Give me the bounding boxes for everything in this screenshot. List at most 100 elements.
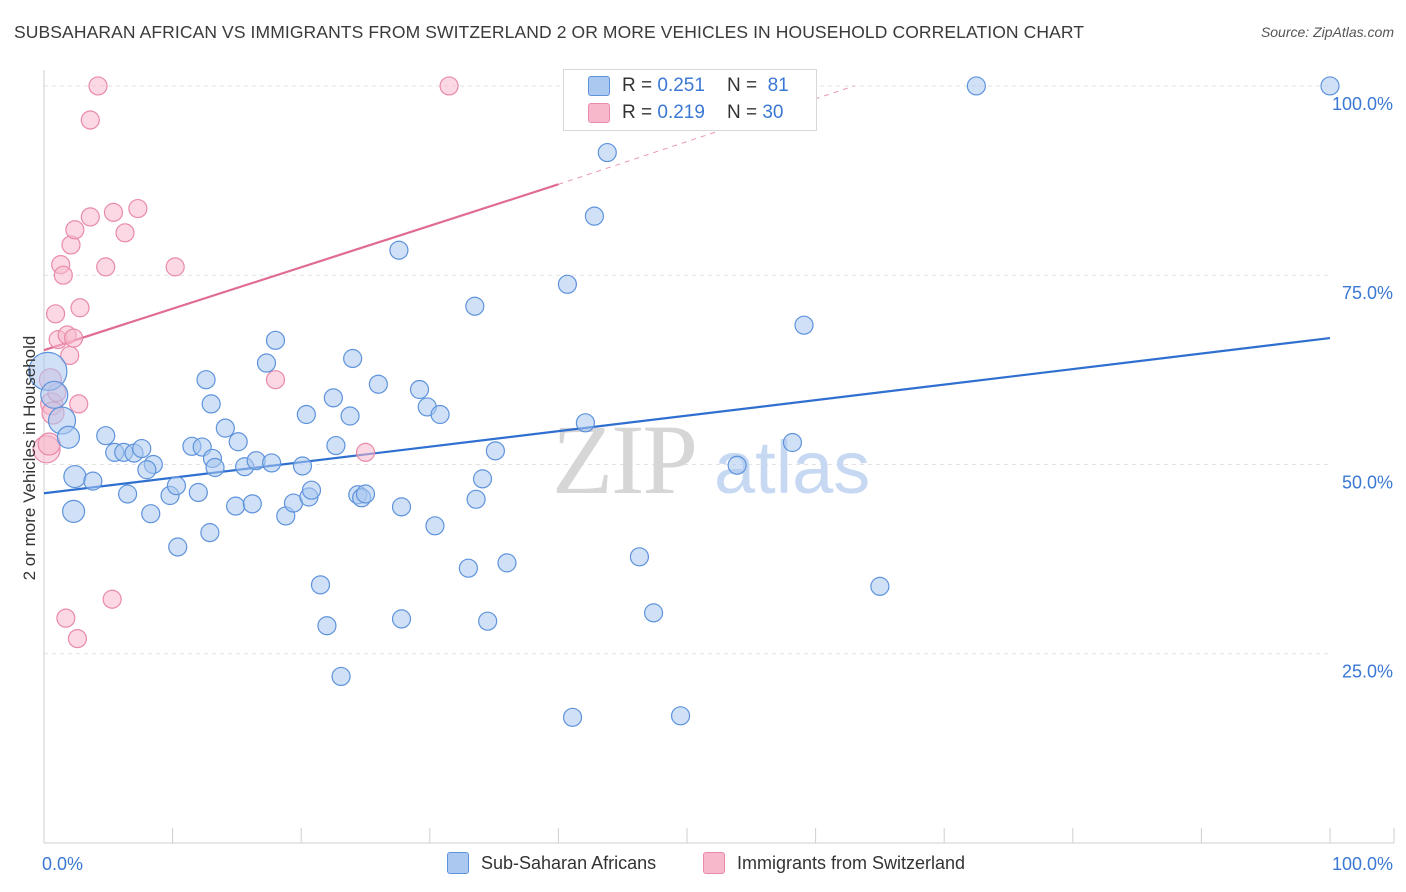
- point-sub-saharan: [292, 456, 313, 476]
- source-note: Source: ZipAtlas.com: [1260, 24, 1394, 40]
- point-sub-saharan: [355, 484, 376, 504]
- point-switzerland: [103, 202, 124, 222]
- pink-swatch: [703, 852, 725, 874]
- point-sub-saharan: [317, 616, 337, 636]
- point-sub-saharan: [597, 142, 617, 163]
- point-switzerland: [128, 198, 148, 219]
- point-sub-saharan: [166, 476, 187, 496]
- point-sub-saharan: [323, 388, 343, 408]
- point-switzerland: [56, 608, 76, 628]
- legend-label: Sub-Saharan Africans: [481, 852, 657, 873]
- point-sub-saharan: [465, 296, 485, 316]
- stats-row-blue: R = 0.251 N = 81: [588, 74, 789, 98]
- point-switzerland: [69, 394, 89, 414]
- r-value: 0.251: [657, 75, 705, 96]
- point-sub-saharan: [340, 406, 360, 426]
- pink-swatch: [588, 103, 610, 123]
- point-switzerland: [45, 304, 66, 324]
- legend-item-sub-saharan[interactable]: Sub-Saharan Africans: [447, 852, 656, 874]
- n-value: 81: [767, 75, 789, 96]
- point-sub-saharan: [670, 706, 691, 726]
- point-sub-saharan: [557, 274, 578, 294]
- point-sub-saharan: [141, 504, 161, 524]
- point-switzerland: [439, 76, 459, 96]
- point-sub-saharan: [629, 547, 650, 567]
- trend-line-switzerland: [43, 183, 559, 352]
- data-points: [28, 76, 1340, 727]
- r-value: 0.219: [657, 102, 705, 123]
- point-sub-saharan: [296, 404, 316, 425]
- point-switzerland: [115, 223, 135, 243]
- point-sub-saharan: [242, 494, 262, 514]
- point-sub-saharan: [137, 460, 157, 480]
- y-tick-label: 50.0%: [1342, 472, 1393, 492]
- point-switzerland: [355, 442, 376, 462]
- point-sub-saharan: [56, 425, 81, 449]
- stats-row-pink: R = 0.219 N = 30: [588, 101, 783, 125]
- point-switzerland: [80, 207, 100, 227]
- blue-swatch: [447, 852, 469, 874]
- trend-line-switzerland-extension: [558, 85, 855, 185]
- point-sub-saharan: [310, 575, 331, 595]
- y-tick-label: 75.0%: [1342, 283, 1393, 303]
- point-switzerland: [53, 265, 73, 285]
- point-sub-saharan: [96, 426, 116, 446]
- point-sub-saharan: [472, 469, 493, 489]
- x-tick-label: 100.0%: [1332, 854, 1393, 874]
- point-sub-saharan: [1320, 76, 1340, 96]
- point-sub-saharan: [870, 576, 890, 596]
- point-sub-saharan: [301, 480, 322, 500]
- point-switzerland: [65, 220, 85, 240]
- watermark: ZIP atlas: [552, 404, 870, 515]
- point-switzerland: [102, 589, 122, 609]
- point-sub-saharan: [643, 603, 664, 623]
- point-sub-saharan: [575, 413, 596, 433]
- point-sub-saharan: [343, 348, 363, 369]
- point-sub-saharan: [478, 611, 498, 631]
- point-switzerland: [63, 328, 84, 348]
- point-sub-saharan: [265, 330, 286, 350]
- point-sub-saharan: [782, 432, 803, 453]
- point-switzerland: [88, 76, 108, 96]
- point-sub-saharan: [458, 558, 478, 578]
- point-sub-saharan: [215, 418, 235, 438]
- point-sub-saharan: [368, 374, 388, 394]
- point-sub-saharan: [331, 666, 351, 687]
- point-sub-saharan: [409, 379, 430, 400]
- point-switzerland: [67, 628, 88, 649]
- y-axis-label: 2 or more Vehicles in Household: [20, 336, 39, 581]
- n-label: N =: [726, 102, 758, 123]
- point-sub-saharan: [389, 240, 409, 260]
- point-sub-saharan: [117, 484, 138, 504]
- point-sub-saharan: [228, 432, 248, 452]
- point-switzerland: [165, 257, 185, 277]
- point-sub-saharan: [326, 435, 346, 456]
- point-switzerland: [265, 370, 286, 390]
- point-sub-saharan: [256, 353, 277, 373]
- point-sub-saharan: [205, 457, 225, 478]
- point-switzerland: [37, 432, 61, 456]
- point-sub-saharan: [391, 609, 412, 629]
- r-label: R =: [622, 102, 653, 123]
- point-sub-saharan: [40, 380, 69, 409]
- point-sub-saharan: [794, 315, 814, 335]
- point-sub-saharan: [425, 516, 445, 536]
- point-sub-saharan: [132, 438, 152, 459]
- point-sub-saharan: [727, 455, 747, 475]
- point-sub-saharan: [83, 471, 103, 491]
- point-sub-saharan: [200, 523, 220, 543]
- point-sub-saharan: [201, 394, 221, 414]
- point-switzerland: [70, 298, 90, 318]
- point-sub-saharan: [391, 497, 412, 517]
- x-tick-label: 0.0%: [42, 854, 83, 874]
- point-sub-saharan: [188, 482, 208, 503]
- grid-lines: [44, 85, 1330, 655]
- point-sub-saharan: [168, 537, 188, 557]
- legend-label: Immigrants from Switzerland: [737, 852, 966, 873]
- point-sub-saharan: [196, 370, 216, 390]
- point-sub-saharan: [63, 464, 87, 489]
- point-sub-saharan: [966, 76, 986, 96]
- stats-legend: R = 0.251 N = 81 R = 0.219 N = 30: [563, 69, 817, 131]
- legend-item-switzerland[interactable]: Immigrants from Switzerland: [703, 852, 965, 874]
